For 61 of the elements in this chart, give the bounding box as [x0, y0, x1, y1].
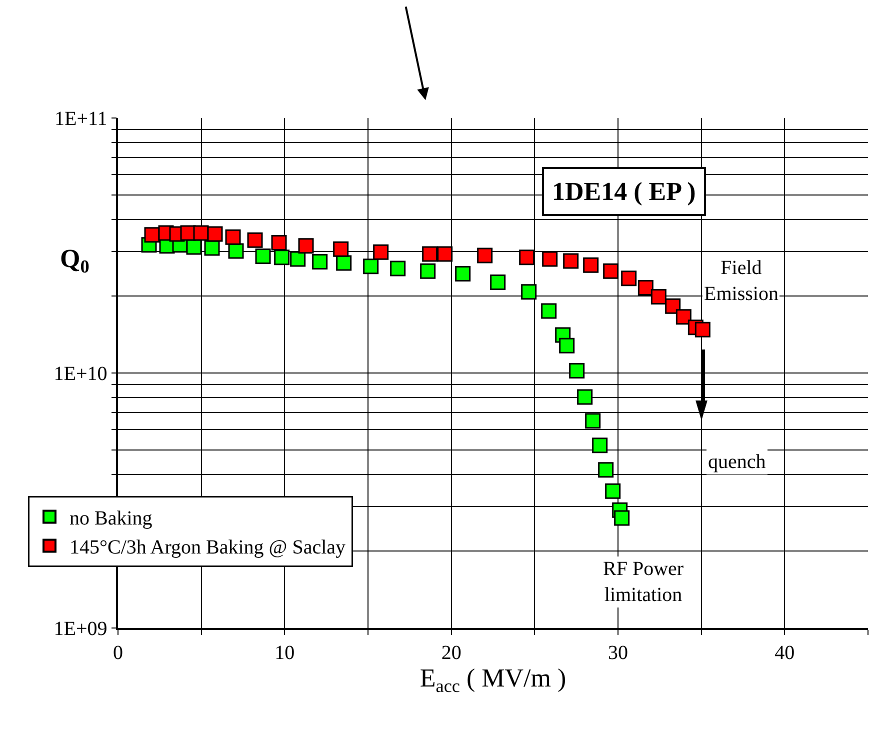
- point: [333, 241, 349, 257]
- point: [312, 254, 328, 270]
- point: [373, 244, 389, 260]
- point: [207, 226, 223, 242]
- point: [577, 389, 593, 405]
- point: [455, 266, 471, 282]
- point: [271, 235, 287, 251]
- y-axis-title: Q$_{0}$: [60, 244, 90, 276]
- point: [621, 270, 637, 286]
- point: [193, 225, 209, 241]
- y-tick-label: 1E+10: [54, 363, 108, 385]
- point: [144, 227, 160, 243]
- point: [420, 263, 436, 279]
- point: [490, 274, 506, 290]
- x-axis-title: E$_{acc}$ ( MV/m ): [420, 664, 566, 696]
- text: 1DE14 ( EP ): [552, 177, 696, 206]
- point: [542, 251, 558, 267]
- point: [694, 322, 710, 338]
- point: [437, 246, 453, 262]
- point: [563, 253, 579, 269]
- x-tick-label: 10: [274, 642, 295, 664]
- annotation: Field Emission: [704, 257, 778, 305]
- y-tick-label: 1E+09: [54, 618, 108, 640]
- point: [665, 298, 681, 314]
- point: [390, 260, 406, 276]
- legend-label: 145°C/3h Argon Baking @ Saclay: [70, 536, 346, 559]
- point: [363, 258, 379, 274]
- point: [676, 309, 692, 325]
- annotation: RF Power limitation: [603, 558, 684, 606]
- point: [521, 284, 537, 300]
- point: [559, 338, 575, 354]
- point: [569, 363, 585, 379]
- point: [477, 248, 493, 264]
- point: [255, 248, 271, 264]
- point: [204, 240, 220, 256]
- point: [298, 238, 314, 254]
- x-tick-label: 40: [774, 642, 795, 664]
- point: [650, 289, 666, 305]
- point: [247, 232, 263, 248]
- point: [228, 243, 244, 259]
- point: [225, 229, 241, 245]
- x-tick-label: 30: [608, 642, 628, 664]
- x-tick-label: 0: [113, 642, 123, 664]
- point: [336, 255, 352, 271]
- point: [614, 510, 630, 526]
- y-tick-label: 1E+11: [54, 108, 108, 130]
- point: [541, 303, 557, 319]
- point: [603, 263, 619, 279]
- point: [274, 250, 290, 266]
- legend-label: no Baking: [70, 508, 152, 530]
- point: [422, 246, 438, 262]
- point: [519, 250, 535, 266]
- point: [585, 413, 601, 429]
- point: [290, 251, 306, 267]
- point: [598, 462, 614, 478]
- x-tick-label: 20: [441, 642, 462, 664]
- point: [638, 280, 654, 296]
- point: [605, 483, 621, 499]
- annotation: quench: [708, 451, 766, 473]
- point: [592, 438, 608, 454]
- point: [583, 257, 599, 273]
